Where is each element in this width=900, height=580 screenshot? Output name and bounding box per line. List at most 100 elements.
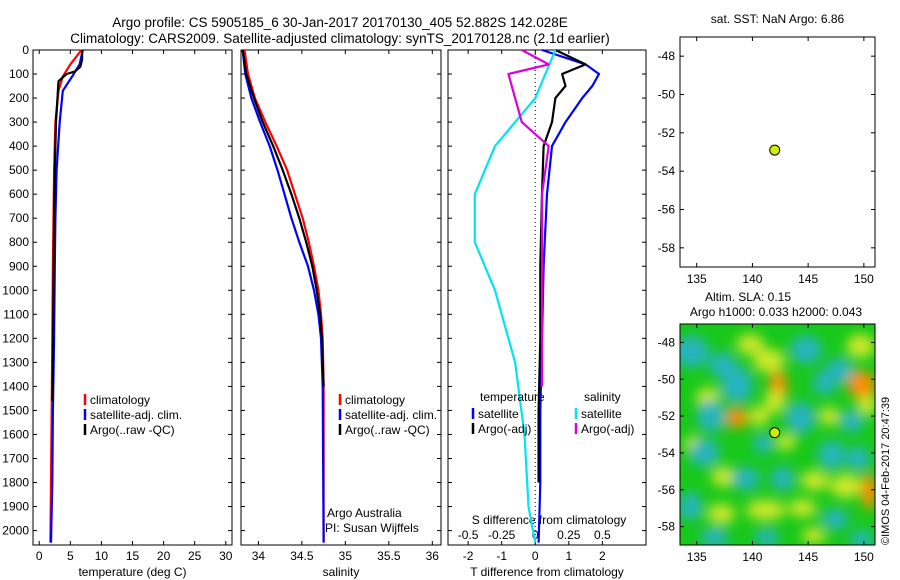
y-tick-label: 1500 (2, 403, 29, 417)
legend-label: Argo(-adj) (478, 422, 531, 436)
y-tick-label: 200 (9, 91, 29, 105)
series-line-4 (507, 49, 550, 387)
heatmap-blob (720, 366, 753, 403)
heatmap-blob (819, 407, 840, 426)
heatmap-blob (749, 406, 770, 427)
legend-header: temperature (480, 390, 545, 404)
heatmap-blob (830, 474, 863, 499)
legend-label: climatology (345, 393, 405, 407)
x-tick-label: 36 (426, 549, 440, 563)
y-tick-label: -54 (658, 446, 676, 460)
map-panel-2: 135 140 145 150 -48 -50 -52 -54 -56 -58 Altim. SLA… (658, 290, 876, 564)
y-tick-label: -54 (658, 164, 676, 178)
series-line-2 (241, 49, 325, 543)
y-tick-label: -56 (658, 483, 676, 497)
y-tick-label: -50 (658, 88, 676, 102)
annotation: PI: Susan Wijffels (325, 521, 419, 535)
legend-label: satellite (478, 407, 519, 421)
x-tick-label: -1 (496, 549, 507, 563)
heatmap-blob (846, 334, 875, 359)
x-tick-label: 2 (599, 549, 606, 563)
x-tick-label: 25 (188, 549, 202, 563)
map-panel-1: 135 140 145 150 -48 -50 -52 -54 -56 -58 sat. SST: … (658, 12, 876, 286)
heatmap-blob (846, 446, 871, 471)
heatmap-blob (861, 473, 875, 510)
profile-panel-2: 34 34.5 35 35.5 36 salinity climatologysatelli… (240, 49, 442, 579)
series-line-3 (241, 49, 325, 387)
y-tick-label: 800 (9, 235, 29, 249)
x-tick-label: 0 (532, 549, 539, 563)
heatmap-blob (770, 466, 795, 491)
y-tick-label: 1800 (2, 476, 29, 490)
x-tick-label-secondary: 0.5 (594, 528, 611, 542)
x-tick-label: 10 (95, 549, 109, 563)
y-tick-label: -50 (658, 372, 676, 386)
legend-label: climatology (90, 393, 150, 407)
y-tick-label: -58 (658, 241, 676, 255)
x-tick-label: 135 (687, 550, 707, 564)
heatmap-field (680, 324, 875, 545)
heatmap-blob (775, 433, 796, 450)
series-line-2 (537, 49, 587, 483)
heatmap-blob (789, 335, 822, 364)
series-line-3 (51, 50, 84, 401)
title-line-2: Climatology: CARS2009. Satellite-adjuste… (70, 31, 610, 46)
timestamp-stamp: ©IMOS 04-Feb-2017 20:47:39 (880, 396, 892, 545)
y-tick-label: -52 (658, 126, 676, 140)
heatmap-blob (847, 370, 875, 399)
x-tick-label: 34 (252, 549, 266, 563)
heatmap-blob (754, 528, 779, 545)
heatmap-blob (725, 407, 748, 428)
y-tick-label: -58 (658, 520, 676, 534)
legend-label: satellite (581, 407, 622, 421)
heatmap-blob (785, 401, 816, 434)
y-tick-label: 900 (9, 259, 29, 273)
y-tick-label: -48 (658, 49, 676, 63)
series-line-1 (243, 49, 325, 543)
map-title: sat. SST: NaN Argo: 6.86 (711, 12, 845, 26)
heatmap-blob (812, 370, 837, 395)
chart-panels: 0100200300400500600700800900100011001200… (2, 12, 876, 579)
x-tick-label: 145 (798, 272, 818, 286)
heatmap-blobs (680, 334, 875, 545)
heatmap-blob (745, 500, 786, 521)
legend-label: Argo(..raw -QC) (345, 423, 430, 437)
heatmap-blob (849, 530, 874, 545)
x-tick-label-secondary: -0.5 (458, 528, 479, 542)
x-tick-label: 34.5 (290, 549, 314, 563)
x-tick-label: -2 (463, 549, 474, 563)
x-tick-label: 20 (157, 549, 171, 563)
heatmap-blob (711, 466, 736, 487)
legend-header: salinity (584, 390, 621, 404)
heatmap-blob (753, 433, 774, 454)
legend-label: satellite-adj. clim. (90, 408, 182, 422)
y-tick-label: 1700 (2, 451, 29, 465)
y-tick-label: 1600 (2, 427, 29, 441)
heatmap-blob (857, 395, 875, 416)
heatmap-blob (817, 440, 846, 469)
y-tick-label: 0 (22, 43, 29, 57)
y-tick-label: 600 (9, 187, 29, 201)
heatmap-blob (764, 389, 785, 414)
y-tick-label: 1900 (2, 500, 29, 514)
y-tick-label: 1300 (2, 355, 29, 369)
y-tick-label: 2000 (2, 524, 29, 538)
map-title: Argo h1000: 0.033 h2000: 0.043 (690, 305, 862, 319)
x-tick-label: 35.5 (377, 549, 401, 563)
heatmap-blob (680, 492, 703, 521)
x-tick-label: 150 (854, 272, 874, 286)
heatmap-blob (680, 335, 710, 368)
map-frame (679, 323, 876, 546)
x-axis-label: T difference from climatology (470, 565, 624, 579)
float-position-marker (769, 144, 781, 156)
map-frame (679, 36, 876, 268)
x-tick-label: 140 (742, 272, 762, 286)
series-line-1 (537, 48, 601, 543)
panel-frame (240, 49, 442, 546)
y-tick-label: 100 (9, 67, 29, 81)
heatmap-blob (689, 438, 720, 467)
series-line-2 (49, 49, 84, 543)
x-tick-label: 150 (854, 550, 874, 564)
